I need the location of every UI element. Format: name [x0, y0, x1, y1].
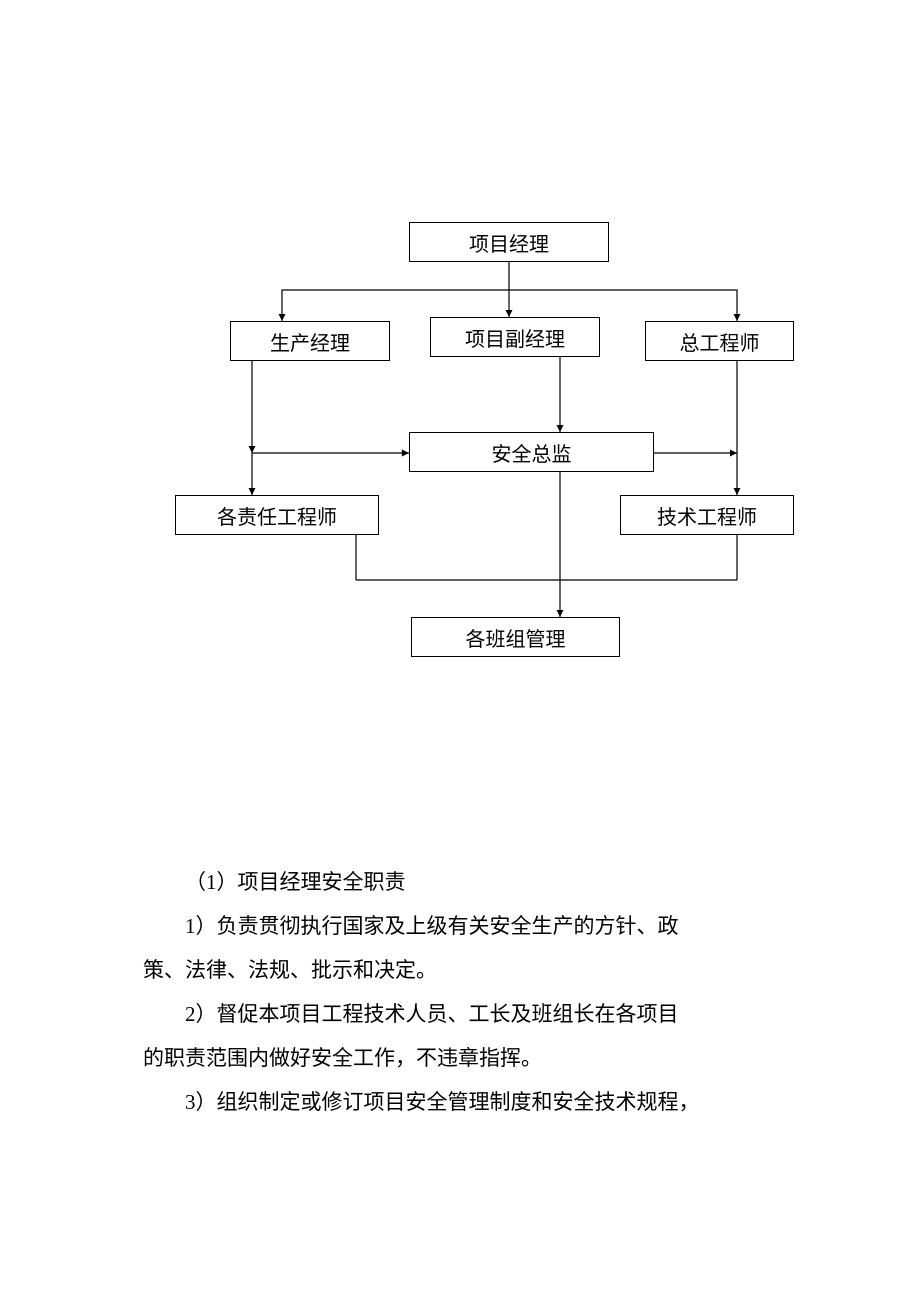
- node-n8: 各班组管理: [411, 617, 620, 657]
- para-1-line-2: 策、法律、法规、批示和决定。: [143, 948, 777, 992]
- node-n2: 生产经理: [230, 321, 390, 361]
- para-2-line-1: 2）督促本项目工程技术人员、工长及班组长在各项目: [143, 992, 777, 1036]
- node-n1: 项目经理: [409, 222, 609, 262]
- node-n3: 项目副经理: [430, 317, 600, 357]
- para-3: 3）组织制定或修订项目安全管理制度和安全技术规程，: [143, 1080, 777, 1124]
- node-n7: 技术工程师: [620, 495, 794, 535]
- section-heading: （1）项目经理安全职责: [143, 860, 777, 904]
- node-n5: 安全总监: [409, 432, 654, 472]
- node-n6: 各责任工程师: [175, 495, 379, 535]
- org-chart-diagram: 项目经理生产经理项目副经理 总工程师安全总监各责任工程师 技术工程师各班组管理: [0, 0, 920, 700]
- para-1-line-1: 1）负责贯彻执行国家及上级有关安全生产的方针、政: [143, 904, 777, 948]
- body-text: （1）项目经理安全职责 1）负责贯彻执行国家及上级有关安全生产的方针、政 策、法…: [143, 860, 777, 1125]
- node-n4: 总工程师: [645, 321, 794, 361]
- para-2-line-2: 的职责范围内做好安全工作，不违章指挥。: [143, 1036, 777, 1080]
